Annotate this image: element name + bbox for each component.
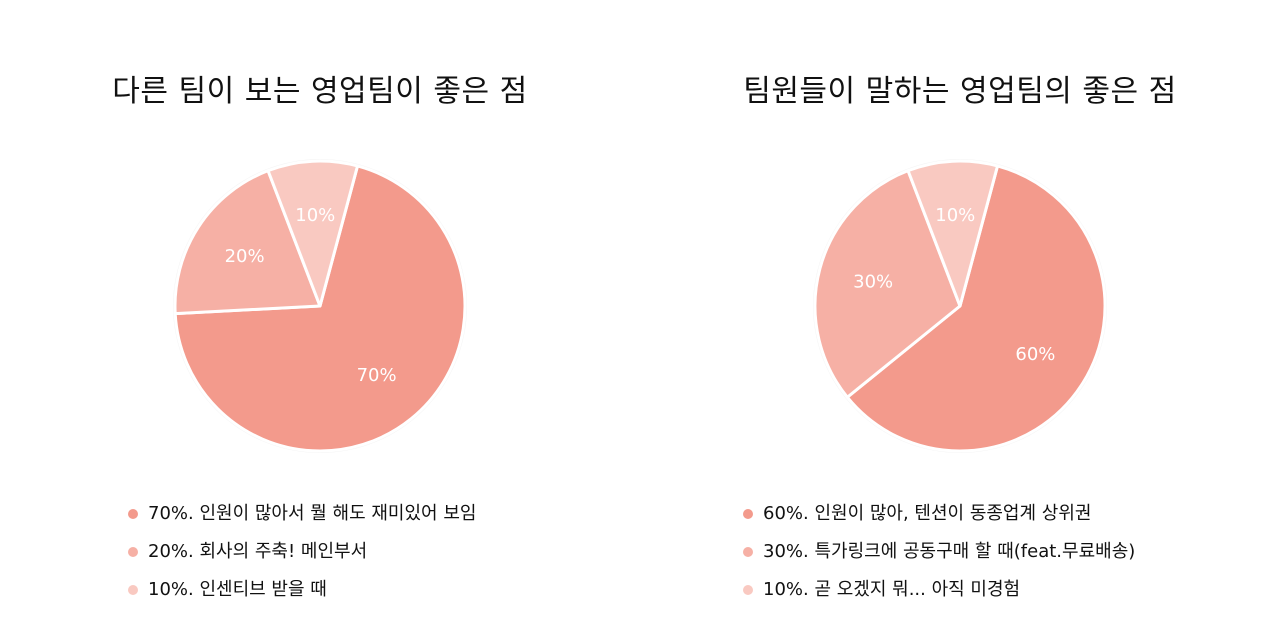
chart-title: 다른 팀이 보는 영업팀이 좋은 점 — [112, 74, 528, 109]
slice-label: 70% — [357, 365, 397, 386]
legend-label: 20%. 회사의 주축! 메인부서 — [148, 541, 368, 562]
chart-title: 팀원들이 말하는 영업팀의 좋은 점 — [743, 74, 1177, 109]
legend-dot — [743, 585, 753, 595]
legend-dot — [128, 509, 138, 519]
slice-label: 20% — [225, 246, 265, 267]
pie-slice — [266, 159, 360, 308]
chart-panel-right: 팀원들이 말하는 영업팀의 좋은 점 60% 30% 10% 60%. 인원이 많아… — [640, 0, 1280, 640]
legend-label: 60%. 인원이 많아, 텐션이 동종업계 상위권 — [763, 503, 1092, 524]
legend-dot — [743, 509, 753, 519]
pie-slice — [173, 169, 322, 316]
legend-item: 20%. 회사의 주축! 메인부서 — [128, 533, 476, 571]
legend-item: 30%. 특가링크에 공동구매 할 때(feat.무료배송) — [743, 533, 1135, 571]
legend: 60%. 인원이 많아, 텐션이 동종업계 상위권 30%. 특가링크에 공동구… — [743, 495, 1135, 609]
legend: 70%. 인원이 많아서 뭘 해도 재미있어 보임 20%. 회사의 주축! 메… — [128, 495, 476, 609]
pie-slice — [813, 169, 962, 399]
legend-label: 70%. 인원이 많아서 뭘 해도 재미있어 보임 — [148, 503, 477, 524]
slice-label: 30% — [853, 272, 893, 293]
legend-item: 70%. 인원이 많아서 뭘 해도 재미있어 보임 — [128, 495, 476, 533]
pie-chart: 70% 20% 10% — [173, 159, 467, 453]
chart-panel-left: 다른 팀이 보는 영업팀이 좋은 점 70% 20% 10% 70%. 인원이 많아… — [112, 74, 528, 609]
slice-label: 10% — [295, 205, 335, 226]
slice-label: 60% — [1015, 344, 1055, 365]
pie-slice — [845, 164, 1107, 453]
pie-chart: 60% 30% 10% — [813, 159, 1107, 453]
legend-label: 10%. 곧 오겠지 뭐... 아직 미경험 — [763, 579, 1021, 600]
legend-dot — [128, 547, 138, 557]
legend-dot — [743, 547, 753, 557]
legend-item: 60%. 인원이 많아, 텐션이 동종업계 상위권 — [743, 495, 1135, 533]
pie-slice — [906, 159, 1000, 308]
legend-dot — [128, 585, 138, 595]
legend-label: 10%. 인센티브 받을 때 — [148, 579, 327, 600]
pie-slice — [173, 164, 467, 453]
slice-label: 10% — [935, 205, 975, 226]
legend-item: 10%. 인센티브 받을 때 — [128, 571, 476, 609]
legend-label: 30%. 특가링크에 공동구매 할 때(feat.무료배송) — [763, 541, 1136, 562]
legend-item: 10%. 곧 오겠지 뭐... 아직 미경험 — [743, 571, 1135, 609]
